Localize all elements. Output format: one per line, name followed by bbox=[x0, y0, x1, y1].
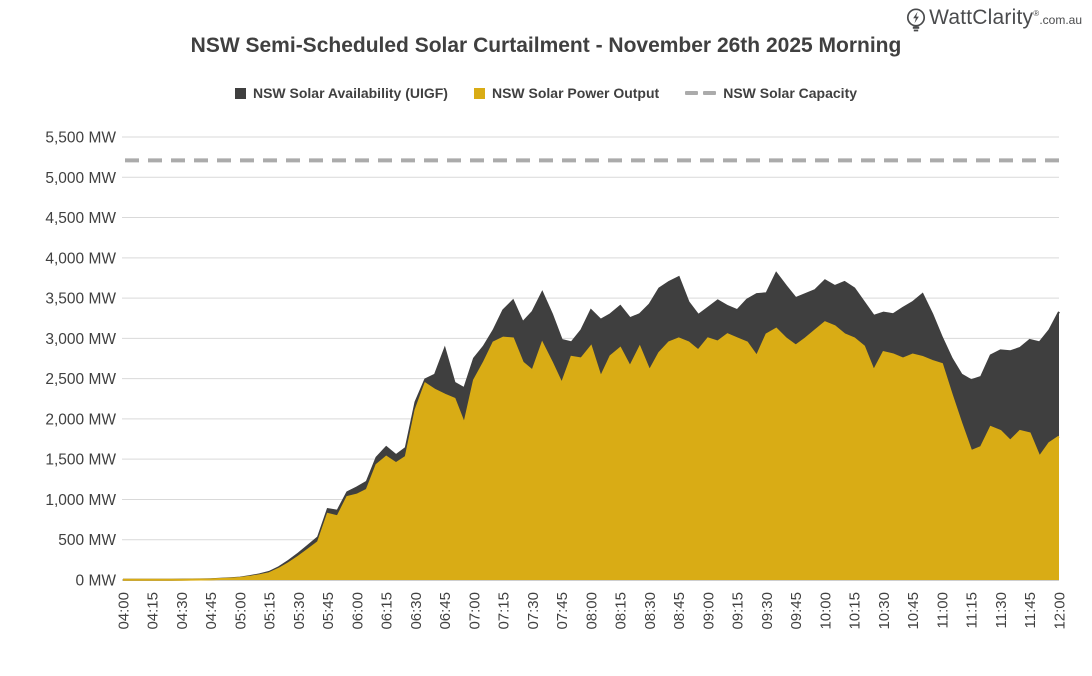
x-tick-label: 10:30 bbox=[876, 592, 893, 630]
x-tick-label: 05:30 bbox=[291, 592, 308, 630]
logo-suffix-text: .com.au bbox=[1039, 13, 1082, 27]
x-tick-label: 07:00 bbox=[466, 592, 483, 630]
x-tick-label: 07:30 bbox=[525, 592, 542, 630]
x-tick-label: 06:00 bbox=[349, 592, 366, 630]
x-tick-label: 09:15 bbox=[730, 592, 747, 630]
chart-legend: NSW Solar Availability (UIGF) NSW Solar … bbox=[0, 85, 1092, 101]
y-tick-label: 3,000 MW bbox=[45, 331, 116, 348]
y-tick-label: 5,000 MW bbox=[45, 170, 116, 187]
legend-label-capacity: NSW Solar Capacity bbox=[723, 85, 858, 101]
y-tick-label: 3,500 MW bbox=[45, 291, 116, 308]
legend-label-availability: NSW Solar Availability (UIGF) bbox=[252, 85, 448, 101]
logo-brand-text: WattClarity® bbox=[929, 6, 1040, 29]
y-tick-label: 0 MW bbox=[76, 573, 117, 590]
x-tick-label: 10:45 bbox=[905, 592, 922, 630]
x-tick-label: 09:00 bbox=[700, 592, 717, 630]
y-tick-label: 5,500 MW bbox=[45, 130, 116, 147]
legend-item-availability: NSW Solar Availability (UIGF) bbox=[234, 85, 448, 101]
x-tick-label: 05:45 bbox=[320, 592, 337, 630]
x-tick-label: 06:45 bbox=[437, 592, 454, 630]
capacity-dashes-icon bbox=[685, 91, 717, 95]
x-tick-label: 04:45 bbox=[203, 592, 220, 630]
x-tick-label: 04:15 bbox=[145, 592, 162, 630]
registered-mark: ® bbox=[1033, 9, 1040, 18]
x-tick-label: 11:45 bbox=[1022, 592, 1039, 628]
x-tick-label: 06:15 bbox=[379, 592, 396, 630]
legend-item-capacity: NSW Solar Capacity bbox=[685, 85, 857, 101]
x-tick-label: 10:00 bbox=[817, 592, 834, 630]
y-tick-label: 500 MW bbox=[58, 532, 116, 549]
output-edge bbox=[123, 321, 1060, 581]
availability-edge bbox=[123, 271, 1060, 581]
legend-label-output: NSW Solar Power Output bbox=[491, 85, 660, 101]
x-tick-label: 08:00 bbox=[583, 592, 600, 630]
x-tick-label: 09:45 bbox=[788, 592, 805, 630]
chart-title: NSW Semi-Scheduled Solar Curtailment - N… bbox=[190, 34, 902, 57]
y-tick-label: 4,500 MW bbox=[45, 210, 116, 227]
wattclarity-logo: WattClarity® .com.au bbox=[905, 5, 1082, 40]
x-tick-label: 04:30 bbox=[174, 592, 191, 630]
y-tick-label: 2,500 MW bbox=[45, 371, 116, 388]
legend-item-output: NSW Solar Power Output bbox=[473, 85, 660, 101]
x-tick-label: 09:30 bbox=[759, 592, 776, 630]
x-tick-label: 11:00 bbox=[934, 592, 951, 628]
x-tick-label: 08:45 bbox=[671, 592, 688, 630]
availability-swatch-icon bbox=[234, 87, 246, 99]
x-tick-label: 08:30 bbox=[642, 592, 659, 630]
x-tick-label: 04:00 bbox=[115, 592, 132, 630]
x-tick-label: 06:30 bbox=[408, 592, 425, 630]
x-tick-label: 05:00 bbox=[232, 592, 249, 630]
lightbulb-bolt-icon bbox=[905, 7, 927, 40]
x-tick-label: 07:45 bbox=[554, 592, 571, 630]
y-tick-label: 2,000 MW bbox=[45, 411, 116, 428]
x-tick-label: 11:30 bbox=[993, 592, 1010, 628]
x-tick-label: 05:15 bbox=[262, 592, 279, 630]
output-area bbox=[123, 322, 1059, 580]
x-tick-label: 11:15 bbox=[964, 592, 981, 628]
x-tick-label: 08:15 bbox=[613, 592, 630, 630]
x-tick-label: 07:15 bbox=[496, 592, 513, 630]
x-tick-label: 10:15 bbox=[847, 592, 864, 630]
y-tick-label: 4,000 MW bbox=[45, 250, 116, 267]
x-tick-label: 12:00 bbox=[1051, 592, 1068, 630]
output-swatch-icon bbox=[473, 87, 485, 99]
y-tick-label: 1,000 MW bbox=[45, 492, 116, 509]
y-tick-label: 1,500 MW bbox=[45, 452, 116, 469]
